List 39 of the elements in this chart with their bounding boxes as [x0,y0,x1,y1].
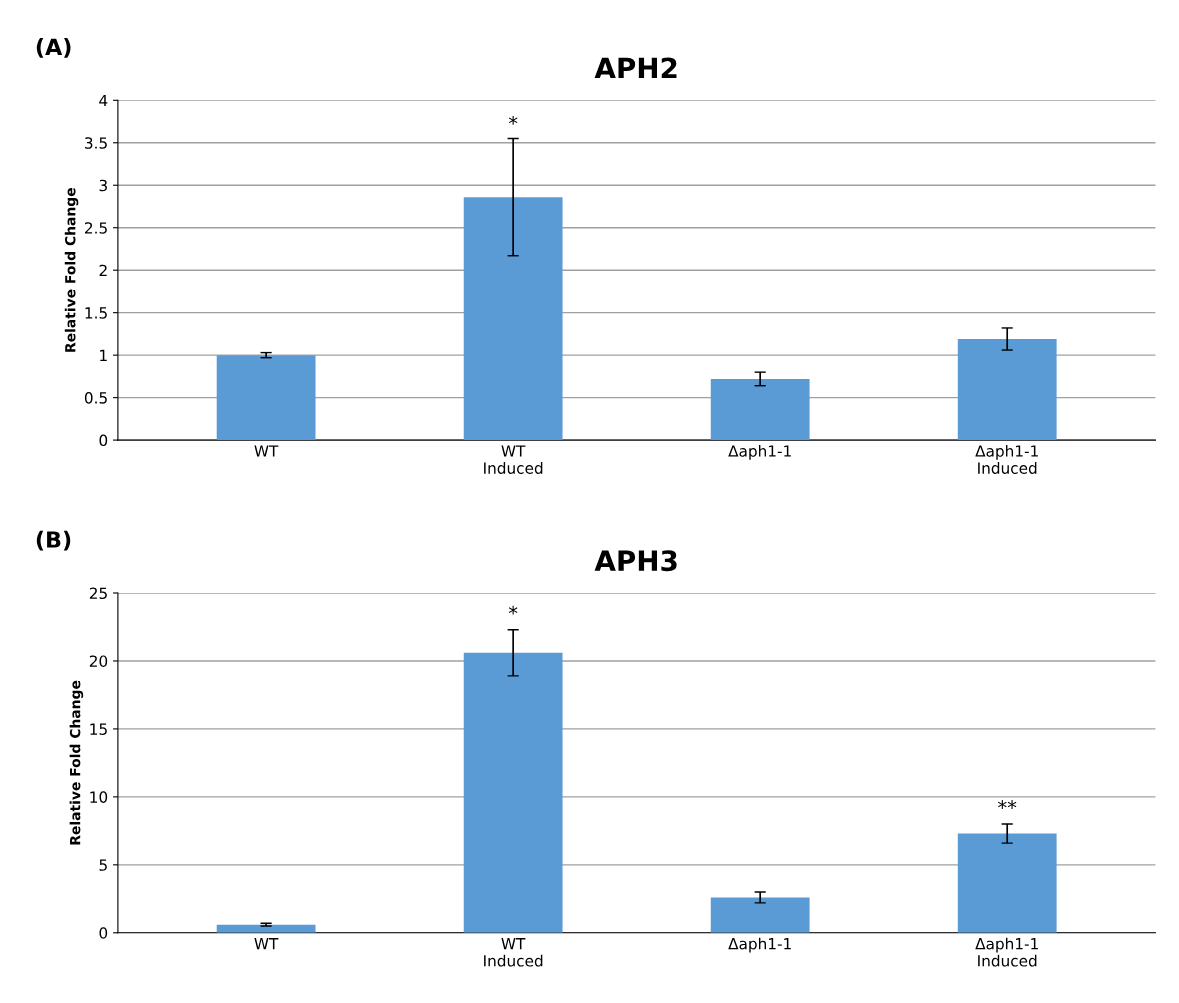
y-tick-label: 1.5 [85,307,107,319]
bar [957,339,1057,441]
bar [216,355,316,441]
annotation: ** [998,800,1017,809]
text: (B) [36,530,71,551]
y-tick-label: 3 [99,179,107,192]
bar [463,197,563,441]
y-axis-title: Relative Fold Change [64,188,79,352]
y-tick-label: 0 [99,927,108,939]
text: (A) [36,38,71,58]
x-tick-label: Δaph1-1 [728,937,791,953]
annotation: * [508,115,518,125]
x-tick-label: WT Induced [484,445,543,474]
bar [463,652,563,933]
y-tick-label: 2 [99,264,107,276]
x-tick-label: Δaph1-1 Induced [975,444,1038,474]
bar [957,833,1057,933]
x-tick-label: Δaph1-1 [728,444,791,460]
y-tick-label: 3.5 [85,137,107,149]
x-tick-label: Δaph1-1 Induced [975,937,1038,967]
x-tick-label: WT [254,938,279,950]
y-tick-label: 0.5 [84,392,107,404]
y-axis-title: Relative Fold Change [69,680,84,845]
y-tick-label: 4 [99,94,108,107]
bar [710,378,810,441]
y-tick-label: 10 [90,791,108,803]
bar [710,897,810,933]
y-tick-label: 5 [99,859,107,871]
annotation: * [508,605,518,615]
y-tick-label: 0 [99,434,108,447]
chart-title: APH3 [594,550,677,572]
y-tick-label: 25 [89,587,107,600]
y-tick-label: 1 [100,349,107,361]
y-tick-label: 2.5 [85,222,107,234]
y-tick-label: 15 [90,723,107,735]
y-tick-label: 20 [89,655,108,667]
x-tick-label: WT [254,445,279,457]
x-tick-label: WT Induced [484,938,543,967]
chart-title: APH2 [594,57,677,79]
